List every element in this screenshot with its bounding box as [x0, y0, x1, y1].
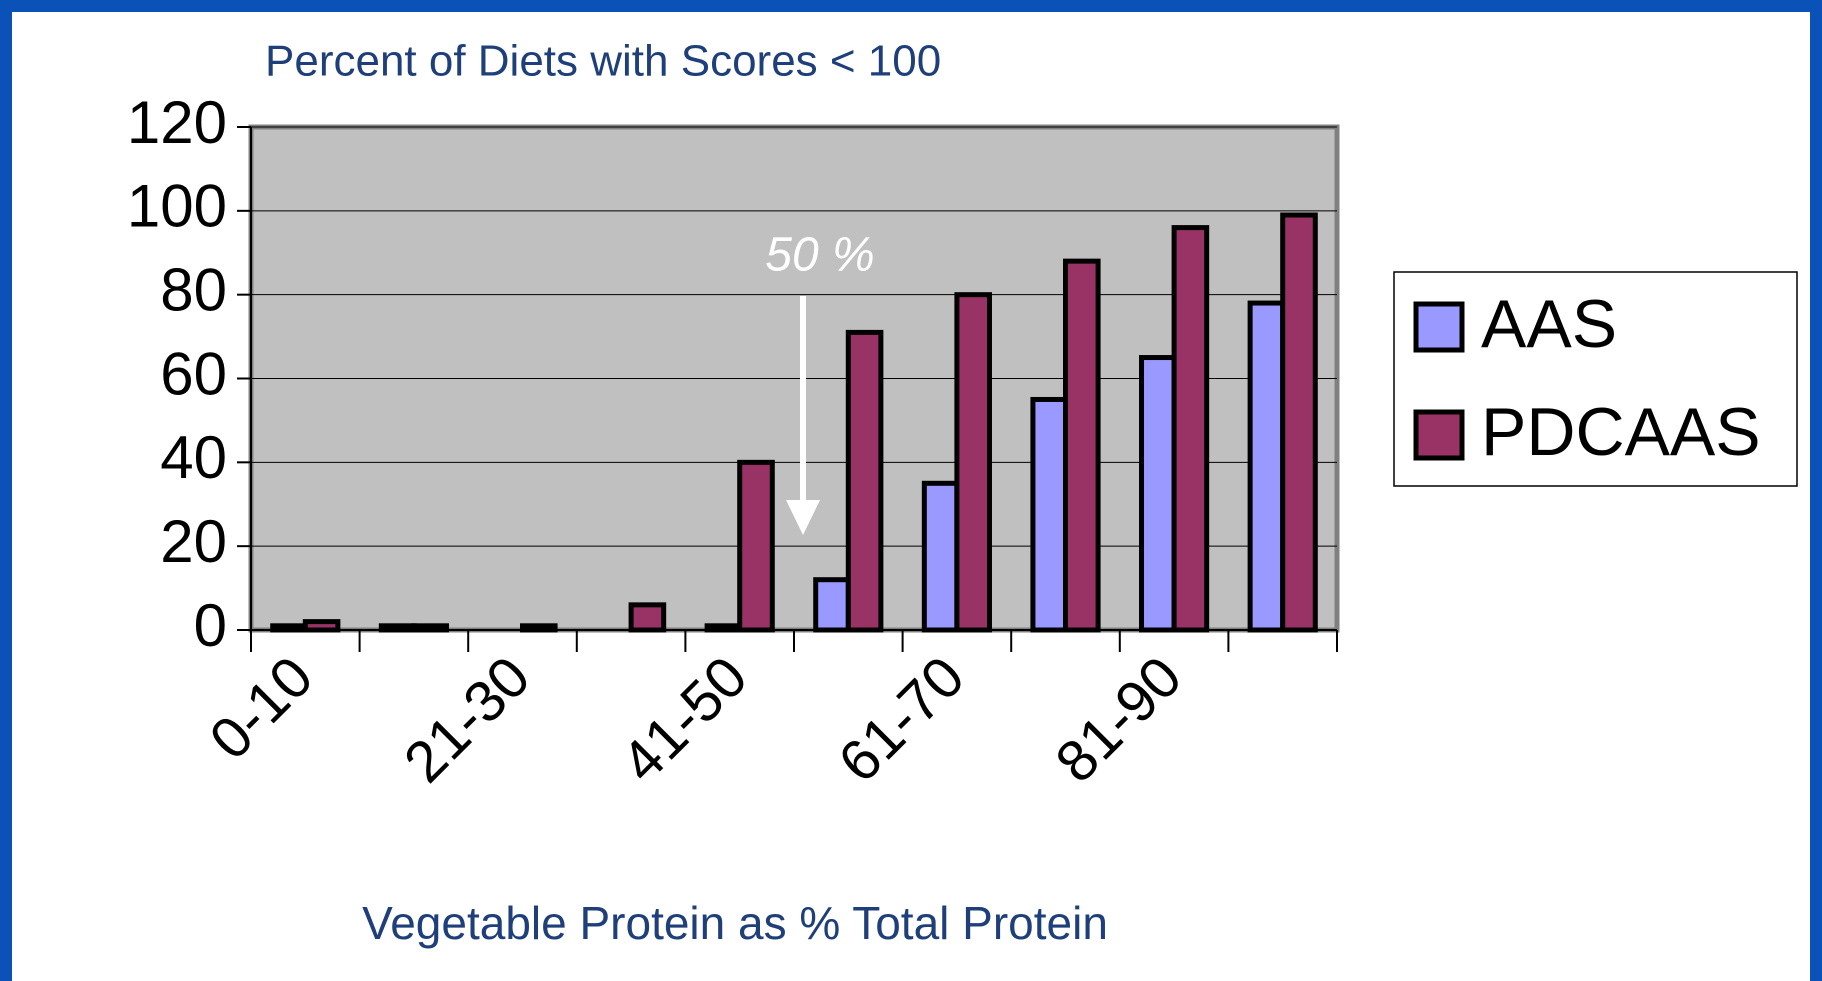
- bar: [1063, 258, 1101, 633]
- x-axis-label: Vegetable Protein as % Total Protein: [362, 897, 1108, 949]
- bar: [704, 623, 743, 633]
- bar: [1139, 355, 1177, 633]
- bar: [378, 623, 417, 633]
- y-tick-label: 60: [160, 340, 227, 407]
- y-tick-label: 120: [127, 89, 227, 156]
- legend-label: AAS: [1481, 286, 1617, 362]
- bar: [270, 623, 308, 633]
- legend-swatch: [1413, 409, 1465, 461]
- y-tick-label: 0: [194, 592, 227, 659]
- bar: [520, 623, 558, 633]
- bar: [813, 577, 851, 633]
- bar: [954, 292, 992, 633]
- y-tick-label: 40: [160, 424, 227, 491]
- bar: [628, 602, 667, 633]
- y-tick-label: 20: [160, 508, 227, 575]
- y-tick-label: 100: [127, 173, 227, 240]
- legend-label: PDCAAS: [1481, 394, 1761, 470]
- bar: [737, 459, 775, 633]
- bar: [1280, 212, 1318, 633]
- bar: [1030, 396, 1069, 633]
- chart-title: Percent of Diets with Scores < 100: [265, 37, 941, 86]
- arrow-head: [786, 500, 820, 535]
- annotation: 50 %: [765, 229, 874, 282]
- y-tick-label: 80: [160, 257, 227, 324]
- bar: [921, 480, 960, 633]
- bar: [411, 623, 449, 633]
- bar: [1247, 300, 1286, 633]
- legend-swatch: [1413, 301, 1465, 353]
- bar: [302, 619, 341, 633]
- bar: [845, 329, 884, 633]
- bar: [1171, 225, 1210, 633]
